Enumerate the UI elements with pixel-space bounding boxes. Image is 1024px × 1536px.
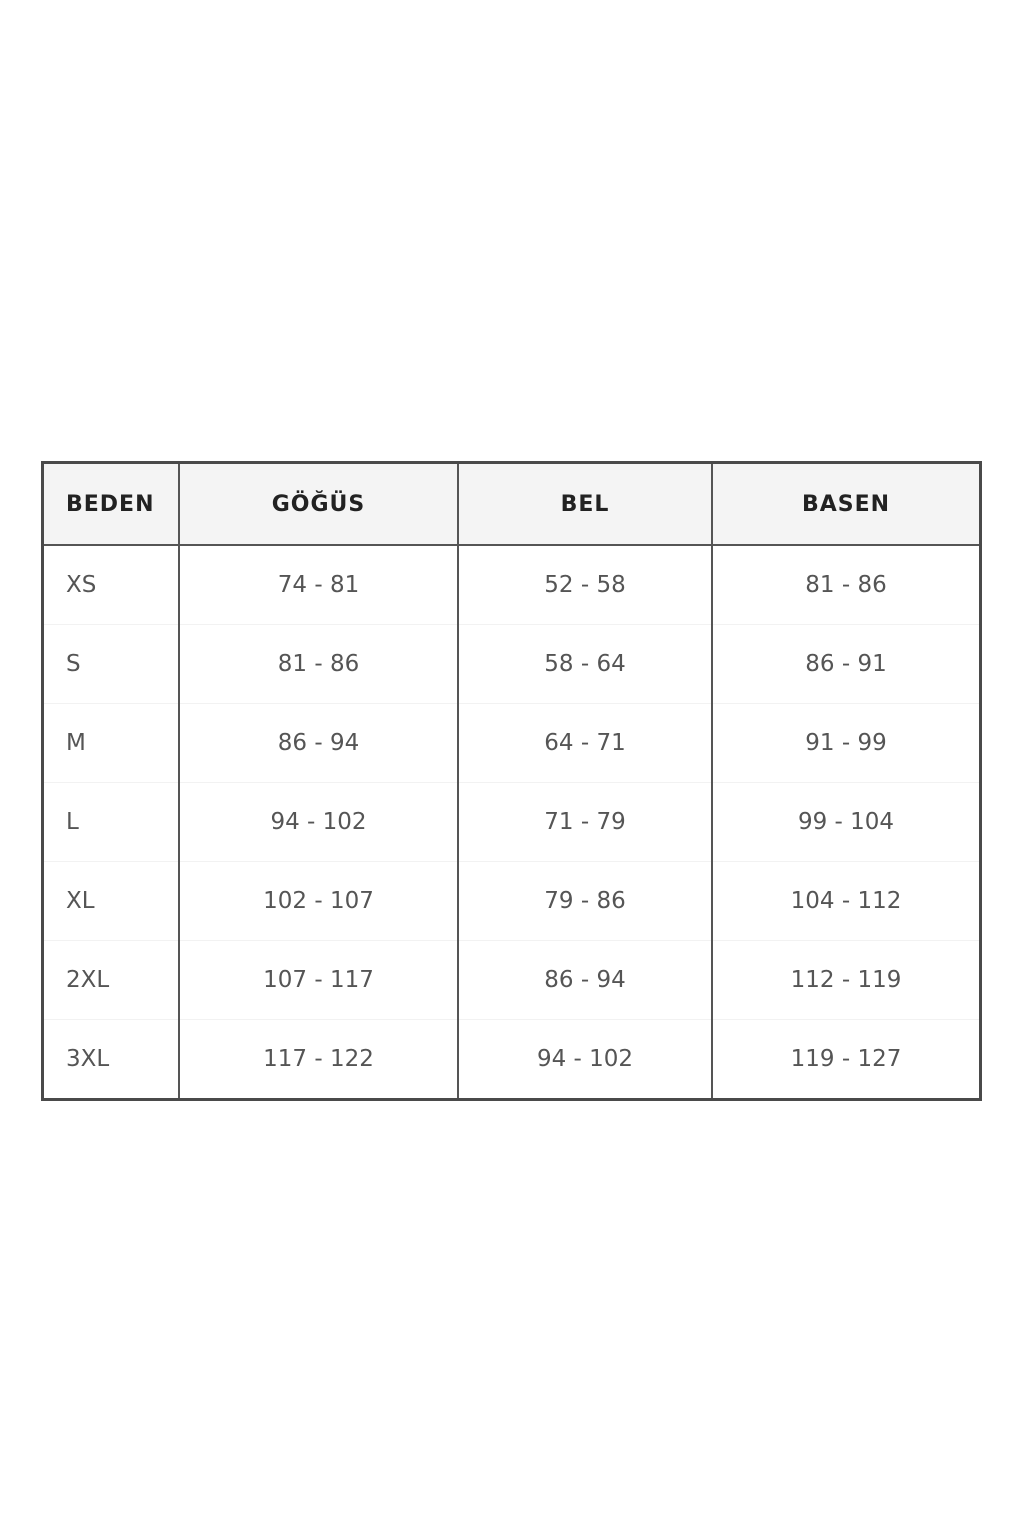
measurement-cell: 104 - 112 <box>712 861 982 941</box>
size-chart-table: BEDEN GÖĞÜS BEL BASEN XS 74 - 81 52 - 58 81 - … <box>41 461 982 1101</box>
measurement-cell: 112 - 119 <box>712 940 982 1020</box>
measurement-cell: 102 - 107 <box>179 861 459 941</box>
header-row: BEDEN GÖĞÜS BEL BASEN <box>42 462 982 546</box>
measurement-cell: 71 - 79 <box>458 782 713 862</box>
size-label: XS <box>42 545 180 625</box>
table-row: 2XL 107 - 117 86 - 94 112 - 119 <box>42 940 982 1020</box>
measurement-cell: 107 - 117 <box>179 940 459 1020</box>
measurement-cell: 99 - 104 <box>712 782 982 862</box>
measurement-cell: 81 - 86 <box>712 545 982 625</box>
measurement-cell: 86 - 94 <box>179 703 459 783</box>
size-label: XL <box>42 861 180 941</box>
size-label: S <box>42 624 180 704</box>
measurement-cell: 74 - 81 <box>179 545 459 625</box>
measurement-cell: 94 - 102 <box>458 1019 713 1100</box>
table-row: XL 102 - 107 79 - 86 104 - 112 <box>42 861 982 941</box>
measurement-cell: 64 - 71 <box>458 703 713 783</box>
table-row: 3XL 117 - 122 94 - 102 119 - 127 <box>42 1019 982 1100</box>
table-row: L 94 - 102 71 - 79 99 - 104 <box>42 782 982 862</box>
measurement-cell: 79 - 86 <box>458 861 713 941</box>
measurement-cell: 91 - 99 <box>712 703 982 783</box>
measurement-cell: 52 - 58 <box>458 545 713 625</box>
table-row: S 81 - 86 58 - 64 86 - 91 <box>42 624 982 704</box>
measurement-cell: 117 - 122 <box>179 1019 459 1100</box>
column-header: BASEN <box>712 462 982 546</box>
column-header: GÖĞÜS <box>179 462 459 546</box>
measurement-cell: 81 - 86 <box>179 624 459 704</box>
size-label: M <box>42 703 180 783</box>
measurement-cell: 119 - 127 <box>712 1019 982 1100</box>
size-label: 3XL <box>42 1019 180 1100</box>
size-label: L <box>42 782 180 862</box>
column-header: BEL <box>458 462 713 546</box>
measurement-cell: 94 - 102 <box>179 782 459 862</box>
table-row: M 86 - 94 64 - 71 91 - 99 <box>42 703 982 783</box>
size-label: 2XL <box>42 940 180 1020</box>
measurement-cell: 58 - 64 <box>458 624 713 704</box>
table-row: XS 74 - 81 52 - 58 81 - 86 <box>42 545 982 625</box>
measurement-cell: 86 - 94 <box>458 940 713 1020</box>
column-header: BEDEN <box>42 462 180 546</box>
measurement-cell: 86 - 91 <box>712 624 982 704</box>
